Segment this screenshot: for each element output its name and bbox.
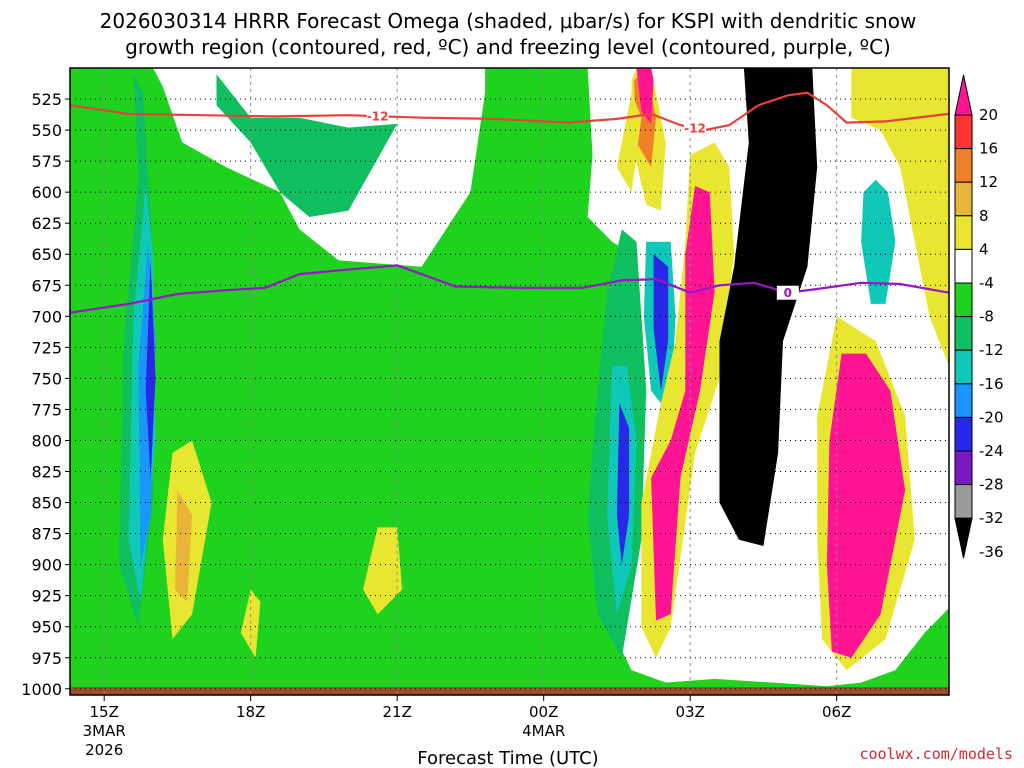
colorbar-label: 4 [979,240,989,258]
colorbar-label: -32 [979,509,1004,527]
pressure-axis: 525 550 575 600 625 650 675 700 725 750 775 800 825 8… [21,90,70,699]
pressure-tick-label: 775 [31,400,62,419]
colorbar-label: -20 [979,408,1004,426]
colorbar-label: -16 [979,375,1004,393]
omega-region-19 [861,179,896,304]
colorbar-label: -4 [979,274,994,292]
colorbar-label: -12 [979,341,1004,359]
colorbar-label: -8 [979,308,994,326]
colorbar-label: -36 [979,543,1004,561]
omega-region-5 [145,260,156,478]
colorbar-band--12 [954,316,973,351]
colorbar-band--24 [954,416,973,452]
omega-region-8 [616,403,630,565]
colorbar-band--16 [954,349,973,385]
contour-label: 0 [784,286,792,300]
omega-shaded-regions [70,68,949,689]
omega-region-15 [651,186,715,621]
colorbar-band-12 [954,148,973,183]
contour-label: -12 [367,110,389,124]
omega-region-10 [653,254,669,391]
colorbar-label: 8 [979,207,989,225]
pressure-tick-label: 575 [31,152,62,171]
pressure-tick-label: 725 [31,338,62,357]
ground-strip [70,687,949,695]
pressure-tick-label: 925 [31,587,62,606]
time-tick-label: 03Z [675,703,704,721]
colorbar-bottom-triangle [954,517,973,559]
omega-region-2 [216,74,398,217]
colorbar-band--20 [954,383,973,418]
contour-label-bg [684,121,707,136]
colorbar-band--28 [954,450,973,486]
pressure-tick-label: 675 [31,276,62,295]
pressure-tick-label: 850 [31,494,62,513]
colorbar-band-8 [954,181,973,217]
omega-region-20 [851,68,949,366]
colorbar-band--4 [954,248,973,284]
temperature-contours: -12 -12 0 [70,91,949,314]
pressure-tick-label: 950 [31,618,62,637]
omega-region-0 [70,68,949,689]
omega-region-18 [719,68,818,546]
pressure-tick-label: 875 [31,525,62,544]
omega-region-23 [363,527,403,615]
pressure-tick-label: 825 [31,463,62,482]
time-tick-label: 00Z [529,703,558,721]
colorbar-label: 20 [979,106,998,124]
contour-label-bg [366,109,389,124]
colorbar-band-4 [954,215,973,250]
pressure-tick-label: 975 [31,649,62,668]
pressure-tick-label: 525 [31,90,62,109]
colorbar-label: 12 [979,173,998,191]
date-label: 3MAR [83,722,126,740]
colorbar-band--32 [954,484,973,519]
time-tick-label: 06Z [822,703,851,721]
omega-region-17 [826,353,906,658]
contour-label: -12 [684,122,706,136]
colorbar-label: -24 [979,442,1004,460]
time-tick-label: 18Z [236,703,265,721]
pressure-tick-label: 750 [31,369,62,388]
pressure-tick-label: 700 [31,307,62,326]
chart-title-line-1: 2026030314 HRRR Forecast Omega (shaded, … [100,9,917,33]
pressure-tick-label: 625 [31,214,62,233]
pressure-tick-label: 800 [31,431,62,450]
colorbar-band--8 [954,282,973,318]
contour-label-bg [776,285,799,300]
pressure-tick-label: 900 [31,556,62,575]
chart-title-line-2: growth region (contoured, red, ºC) and f… [125,35,891,59]
colorbar-top-triangle [954,74,973,116]
colorbar: 20 16 12 8 4 -4 -8 -12 -16 -20 -24 -28 -32 -36 [954,74,1004,561]
colorbar-label: 16 [979,140,998,158]
omega-region-13 [636,68,654,124]
pressure-tick-label: 600 [31,183,62,202]
watermark: coolwx.com/models [859,745,1013,763]
time-tick-label: 21Z [382,703,411,721]
plot-frame [69,67,950,696]
year-label: 2026 [85,741,123,759]
pressure-tick-label: 1000 [21,680,62,699]
colorbar-band-16 [954,114,973,150]
omega-region-22 [175,490,193,602]
time-tick-label: 15Z [89,703,118,721]
omega-region-25 [616,92,642,193]
contour-line-1 [70,264,949,314]
date-label: 4MAR [522,722,565,740]
pressure-tick-label: 550 [31,121,62,140]
x-axis-title: Forecast Time (UTC) [417,748,598,768]
colorbar-label: -28 [979,476,1004,494]
pressure-tick-label: 650 [31,245,62,264]
contour-line-0 [70,91,949,132]
